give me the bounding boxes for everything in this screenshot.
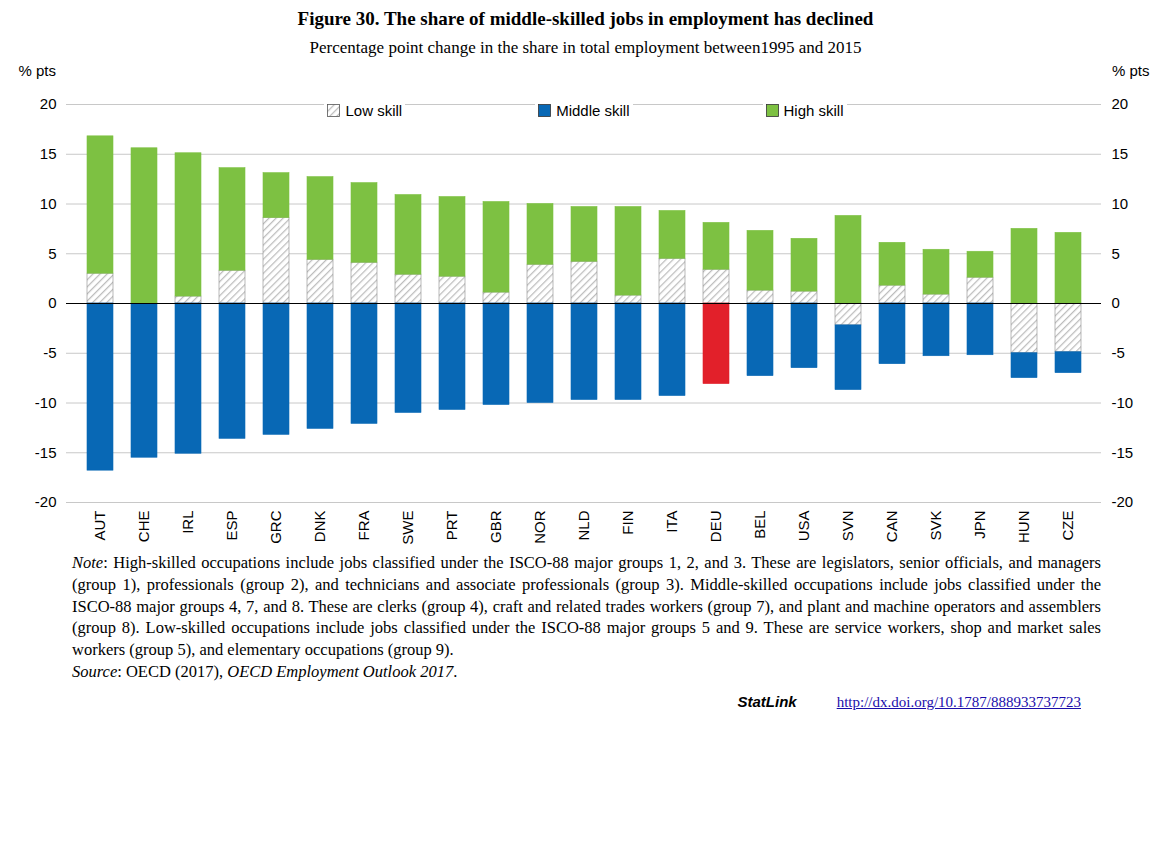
html-text:Source: OECD (2017), OECD Empl: Source: OECD (2017), OECD Employment Out…: [72, 661, 458, 681]
html-text:Percentage point change in the: Percentage point change in the share in …: [309, 38, 862, 57]
svg-text:CHE: CHE: [135, 511, 152, 543]
svg-text:SVN: SVN: [839, 511, 856, 542]
svg-text:-20: -20: [1112, 493, 1134, 510]
svg-text:FRA: FRA: [355, 511, 372, 541]
html-text:Figure 30. The share of middle: Figure 30. The share of middle-skilled j…: [297, 8, 874, 29]
svg-text:5: 5: [48, 245, 56, 262]
svg-text:BEL: BEL: [751, 511, 768, 539]
svg-text:-10: -10: [35, 394, 57, 411]
svg-text:-5: -5: [43, 344, 56, 361]
svg-text:GBR: GBR: [487, 510, 504, 543]
html-text:http://dx.doi.org/10.1787/8889: http://dx.doi.org/10.1787/888933737723: [836, 693, 1081, 710]
svg-text:0: 0: [1112, 294, 1120, 311]
svg-text:GRC: GRC: [267, 510, 284, 544]
svg-text:10: 10: [40, 195, 57, 212]
svg-text:20: 20: [40, 95, 57, 112]
svg-text:CZE: CZE: [1059, 511, 1076, 541]
svg-text:15: 15: [1112, 145, 1129, 162]
html-text:Middle skill: Middle skill: [556, 102, 630, 119]
svg-text:% pts: % pts: [19, 62, 57, 79]
svg-text:PRT: PRT: [443, 511, 460, 541]
html-text:Note: High-skilled occupations: Note: High-skilled occupations include j…: [72, 553, 1101, 660]
svg-text:JPN: JPN: [971, 511, 988, 539]
svg-text:HUN: HUN: [1015, 511, 1032, 544]
svg-text:-10: -10: [1112, 394, 1134, 411]
svg-text:NLD: NLD: [575, 510, 592, 540]
svg-text:10: 10: [1112, 195, 1129, 212]
svg-text:ITA: ITA: [663, 511, 680, 533]
svg-text:-15: -15: [35, 444, 57, 461]
html-text:High skill: High skill: [783, 102, 844, 119]
svg-text:20: 20: [1112, 95, 1129, 112]
svg-text:-5: -5: [1112, 344, 1125, 361]
html-text:StatLink: StatLink: [737, 692, 797, 710]
svg-text:15: 15: [40, 145, 57, 162]
svg-text:DNK: DNK: [311, 511, 328, 543]
svg-text:-20: -20: [35, 493, 57, 510]
svg-text:SVK: SVK: [927, 511, 944, 541]
svg-text:5: 5: [1112, 245, 1120, 262]
svg-text:AUT: AUT: [91, 511, 108, 541]
svg-text:FIN: FIN: [619, 511, 636, 535]
svg-text:CAN: CAN: [883, 511, 900, 543]
svg-text:ESP: ESP: [223, 511, 240, 541]
svg-text:DEU: DEU: [707, 511, 724, 543]
svg-text:SWE: SWE: [399, 511, 416, 545]
svg-text:USA: USA: [795, 511, 812, 542]
svg-text:NOR: NOR: [531, 510, 548, 544]
svg-text:0: 0: [48, 294, 56, 311]
svg-text:% pts: % pts: [1112, 62, 1150, 79]
svg-text:-15: -15: [1112, 444, 1134, 461]
svg-text:IRL: IRL: [179, 511, 196, 534]
html-text:Low skill: Low skill: [345, 102, 403, 119]
